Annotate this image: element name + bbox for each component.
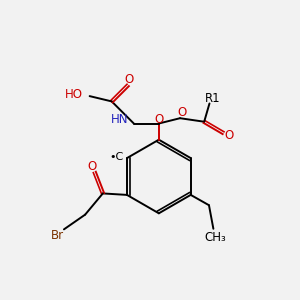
Text: O: O	[154, 112, 164, 126]
Text: CH₃: CH₃	[204, 230, 226, 244]
Text: HN: HN	[111, 113, 128, 127]
Text: O: O	[224, 129, 233, 142]
Text: O: O	[177, 106, 186, 119]
Text: R1: R1	[205, 92, 221, 105]
Text: HO: HO	[65, 88, 83, 101]
Text: •C: •C	[110, 152, 124, 162]
Text: Br: Br	[51, 229, 64, 242]
Text: O: O	[125, 73, 134, 86]
Text: O: O	[88, 160, 97, 173]
